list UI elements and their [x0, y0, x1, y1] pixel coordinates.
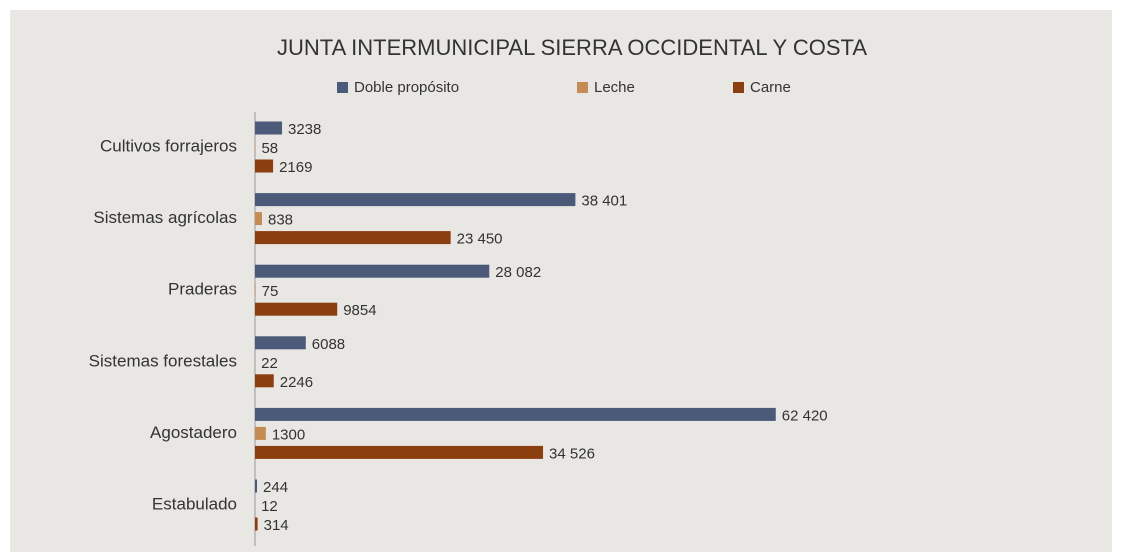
legend-label: Doble propósito: [354, 79, 459, 96]
y-tick-label: Sistemas agrícolas: [93, 208, 237, 227]
data-label: 75: [262, 283, 279, 300]
y-tick-label: Estabulado: [152, 494, 237, 513]
bar: [255, 407, 776, 421]
bar: [255, 159, 274, 173]
data-label: 1300: [272, 426, 305, 443]
data-label: 38 401: [581, 193, 627, 210]
data-label: 2169: [279, 159, 312, 176]
data-label: 838: [268, 212, 293, 229]
legend-label: Carne: [750, 79, 791, 96]
data-label: 23 450: [457, 231, 503, 248]
legend-swatch: [577, 82, 588, 93]
data-label: 34 526: [549, 445, 595, 462]
bar: [255, 283, 256, 297]
chart-title: JUNTA INTERMUNICIPAL SIERRA OCCIDENTAL Y…: [277, 35, 867, 60]
legend-label: Leche: [594, 79, 635, 96]
bar: [255, 517, 258, 531]
legend-swatch: [733, 82, 744, 93]
data-label: 6088: [312, 336, 345, 353]
bar: [255, 426, 266, 440]
y-tick-label: Cultivos forrajeros: [100, 136, 237, 155]
data-label: 22: [261, 355, 278, 372]
data-label: 3238: [288, 121, 321, 138]
y-tick-label: Praderas: [168, 280, 237, 299]
bar: [255, 336, 306, 350]
y-tick-label: Sistemas forestales: [89, 351, 237, 370]
data-label: 2246: [280, 374, 313, 391]
data-label: 58: [261, 140, 278, 157]
data-label: 62 420: [782, 407, 828, 424]
y-tick-label: Agostadero: [150, 423, 237, 442]
data-label: 314: [264, 517, 289, 534]
bar: [255, 121, 283, 135]
bar: [255, 231, 451, 245]
data-label: 28 082: [495, 264, 541, 281]
bar: [255, 445, 544, 459]
legend-swatch: [337, 82, 348, 93]
data-label: 244: [263, 479, 288, 496]
bar: [255, 212, 262, 226]
data-label: 9854: [343, 302, 376, 319]
data-label: 12: [261, 498, 278, 515]
bar: [255, 193, 576, 207]
bar: [255, 374, 274, 388]
bar: [255, 264, 490, 278]
chart-background: [10, 10, 1112, 552]
bar: [255, 479, 258, 493]
bar: [255, 302, 338, 316]
